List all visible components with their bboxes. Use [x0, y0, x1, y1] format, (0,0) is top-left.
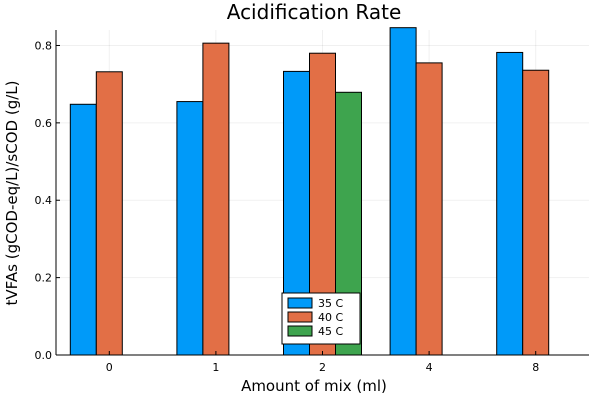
axes — [55, 30, 589, 356]
y-tick-label: 0.6 — [35, 117, 53, 130]
x-tick-label: 8 — [532, 361, 539, 374]
bar-35-c-0 — [69, 103, 97, 356]
bar-35-c-1 — [176, 101, 204, 356]
legend-swatch — [287, 311, 313, 323]
tick-labels: 0.0 0.2 0.4 0.6 0.8 0 1 2 4 8 — [35, 39, 540, 374]
x-axis-label: Amount of mix (ml) — [241, 377, 387, 395]
legend-swatch — [287, 297, 313, 309]
y-tick-label: 0.0 — [35, 349, 53, 362]
legend-label: 45 C — [318, 325, 343, 338]
x-tick-label: 2 — [319, 361, 326, 374]
bar-40-c-8 — [522, 69, 550, 356]
y-tick-label: 0.4 — [35, 194, 53, 207]
x-tick-label: 4 — [426, 361, 433, 374]
bar-40-c-4 — [415, 62, 443, 356]
bar-35-c-4 — [389, 27, 417, 356]
legend-label: 35 C — [318, 297, 343, 310]
legend-label: 40 C — [318, 311, 343, 324]
bar-40-c-1 — [202, 42, 230, 356]
chart-title: Acidification Rate — [227, 0, 402, 24]
x-tick-label: 1 — [212, 361, 219, 374]
bar-40-c-0 — [95, 71, 123, 356]
y-axis-label: tVFAs (gCOD-eq/L)/sCOD (g/L) — [3, 81, 21, 306]
y-tick-label: 0.8 — [35, 39, 53, 52]
legend-swatch — [287, 325, 313, 337]
y-tick-label: 0.2 — [35, 272, 53, 285]
legend: 35 C40 C45 C — [281, 292, 361, 345]
bars — [69, 27, 550, 356]
bar-35-c-8 — [496, 51, 524, 356]
x-tick-label: 0 — [106, 361, 113, 374]
